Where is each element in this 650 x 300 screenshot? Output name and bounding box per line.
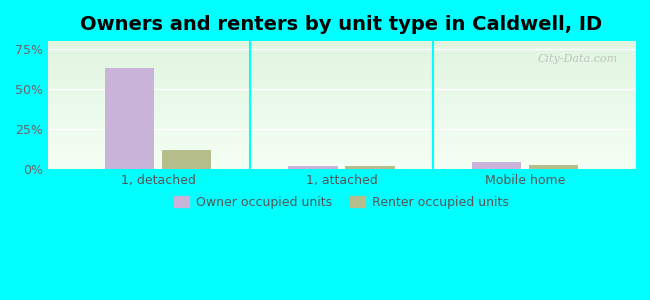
- Text: City-Data.com: City-Data.com: [538, 54, 618, 64]
- Title: Owners and renters by unit type in Caldwell, ID: Owners and renters by unit type in Caldw…: [81, 15, 603, 34]
- Bar: [288, 167, 338, 169]
- Legend: Owner occupied units, Renter occupied units: Owner occupied units, Renter occupied un…: [169, 191, 514, 214]
- Bar: [528, 165, 578, 169]
- Bar: [345, 166, 395, 169]
- Bar: [162, 150, 211, 169]
- Bar: [472, 162, 521, 169]
- Bar: [105, 68, 154, 169]
